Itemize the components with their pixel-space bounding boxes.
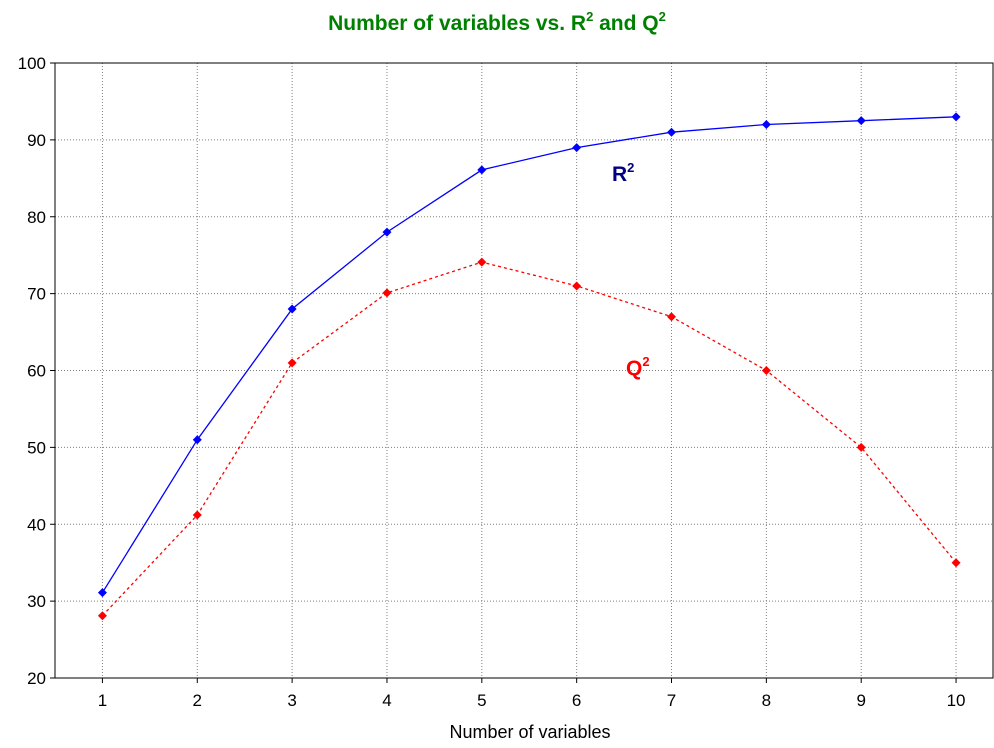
x-tick-label: 8 [762,691,771,710]
y-tick-label: 20 [27,669,46,688]
data-point-r2 [761,120,771,129]
data-point-r2 [572,143,582,153]
series-layer [97,112,961,621]
data-point-q2 [382,288,392,298]
x-tick-label: 5 [477,691,486,710]
y-tick-label: 100 [18,54,46,73]
x-tick-label: 2 [193,691,202,710]
series-label-r2: R2 [612,160,635,187]
y-tick-label: 90 [27,131,46,150]
data-point-q2 [572,281,582,291]
x-tick-label: 10 [947,691,966,710]
series-line-q2 [101,261,957,617]
series-label-q2-sup: 2 [642,354,650,369]
grid-lines [55,63,994,678]
data-point-q2 [856,442,866,452]
chart-title-mid: and Q [593,12,659,35]
chart-title-sup-q: 2 [658,9,666,24]
x-axis-label: Number of variables [449,722,611,742]
y-tick-label: 60 [27,362,46,381]
data-point-q2 [192,510,202,520]
data-point-q2 [951,558,961,568]
series-label-r2-text: R [612,163,628,186]
data-point-r2 [951,112,961,122]
y-tick-label: 70 [27,285,46,304]
chart-title-text: Number of variables vs. R [328,12,587,35]
x-tick-label: 9 [856,691,865,710]
series-label-q2: Q2 [626,354,650,381]
data-point-q2 [97,611,107,621]
chart-title-sup-r: 2 [586,9,594,24]
data-point-q2 [667,312,677,322]
data-point-q2 [287,358,297,368]
data-point-r2 [382,227,392,237]
y-tick-label: 50 [27,438,46,457]
x-tick-label: 6 [572,691,581,710]
axes: 20 30 40 50 60 70 80 90 100 1 2 3 4 5 6 7 8 9 10 [18,54,994,710]
series-label-q2-text: Q [626,357,643,380]
data-point-q2 [761,366,771,375]
series-line-r2 [101,116,957,594]
y-tick-label: 40 [27,515,46,534]
y-tick-label: 80 [27,208,46,227]
x-tick-label: 3 [287,691,296,710]
chart-title: Number of variables vs. R2 and Q2 [0,9,994,36]
data-point-r2 [477,165,487,175]
data-point-r2 [667,127,677,137]
series-label-r2-sup: 2 [627,160,635,175]
data-point-q2 [477,257,487,267]
y-tick-label: 30 [27,592,46,611]
x-tick-label: 1 [98,691,107,710]
data-point-r2 [287,304,297,314]
x-tick-label: 4 [382,691,391,710]
data-point-r2 [97,588,107,598]
data-point-r2 [192,435,202,445]
data-point-r2 [856,116,866,126]
x-tick-label: 7 [667,691,676,710]
